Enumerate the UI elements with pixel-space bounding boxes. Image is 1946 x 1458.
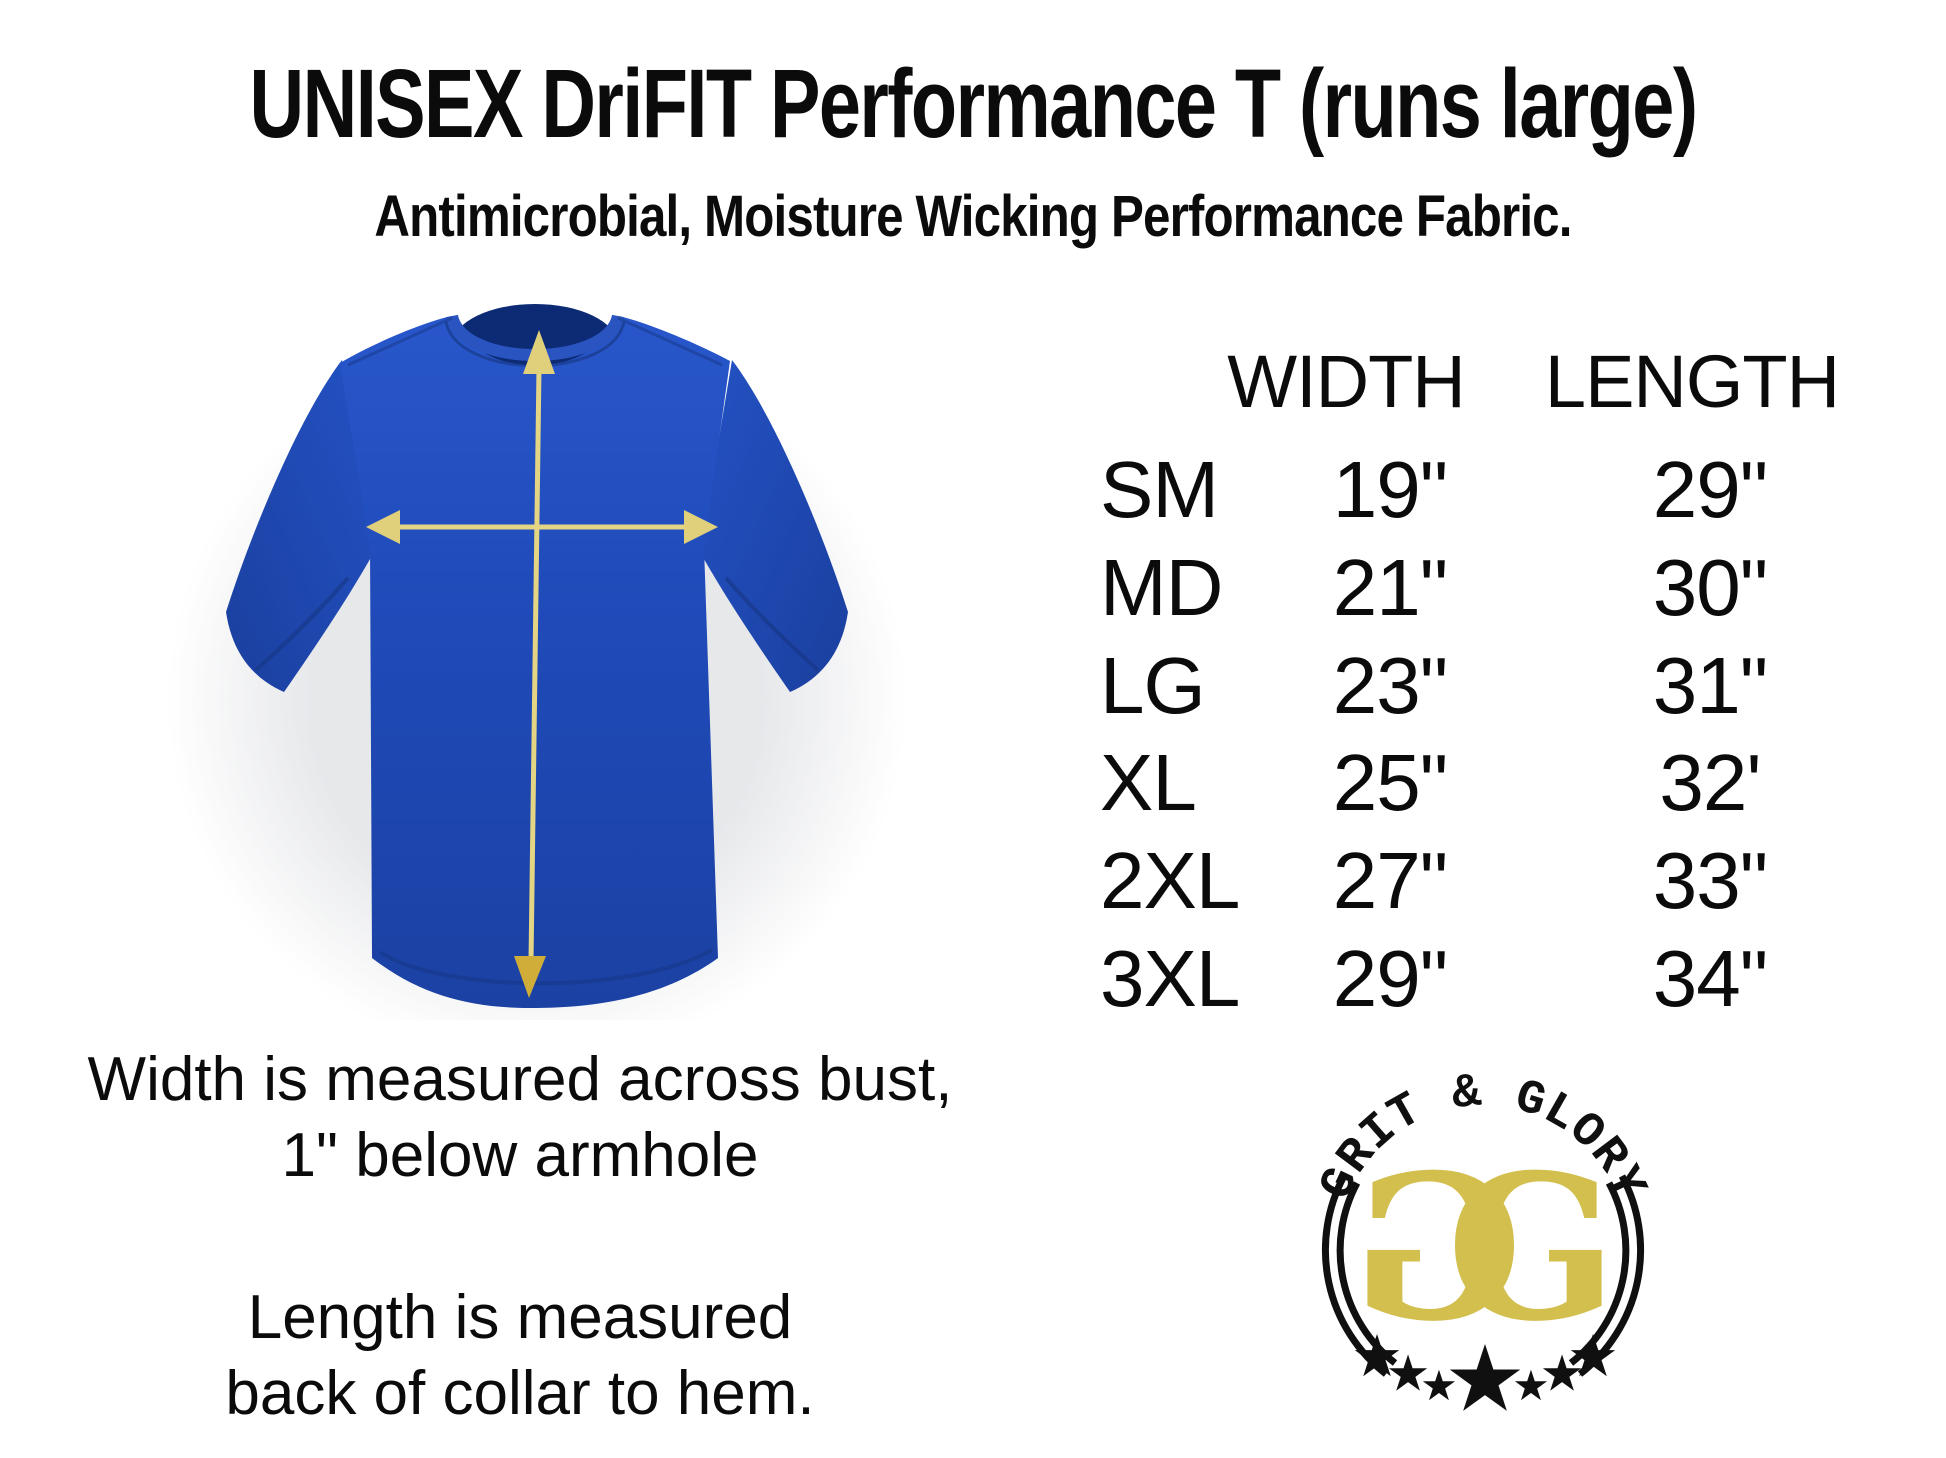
width-value: 29" <box>1332 933 1448 1023</box>
star-icon: ★ <box>1567 1322 1619 1390</box>
left-cuff-seam <box>254 576 350 672</box>
size-label: 2XL <box>1100 836 1240 926</box>
star-icon: ★ <box>1386 1345 1431 1403</box>
length-note: Length is measured back of collar to hem… <box>40 1280 1000 1432</box>
monogram-g-left: G <box>1352 1131 1523 1366</box>
column-header-width: WIDTH <box>1227 340 1466 423</box>
tshirt-right-sleeve <box>700 360 848 692</box>
width-value: 27" <box>1332 836 1448 926</box>
size-table-row: XL 25" 32' <box>1100 734 1880 832</box>
monogram-g-right: G <box>1447 1131 1618 1366</box>
size-table-row: SM 19" 29" <box>1100 441 1880 539</box>
size-table-rows: SM 19" 29" MD 21" 30" LG 23" 31" XL 25" … <box>1100 441 1880 1028</box>
width-value: 19" <box>1332 445 1448 534</box>
star-icon: ★ <box>1351 1322 1403 1390</box>
size-label: MD <box>1100 542 1223 632</box>
star-icon: ★ <box>1444 1325 1526 1432</box>
gg-monogram: G G <box>1352 1131 1618 1366</box>
width-value: 21" <box>1332 542 1448 632</box>
size-label: XL <box>1100 738 1197 828</box>
length-note-line1: Length is measured <box>247 1283 793 1352</box>
length-value: 34" <box>1652 933 1768 1023</box>
length-measurement-arrow <box>514 330 555 998</box>
page-subtitle: Antimicrobial, Moisture Wicking Performa… <box>374 184 1572 249</box>
width-measurement-arrow <box>366 510 718 544</box>
logo-stars: ★★★★★★★ <box>1351 1322 1619 1432</box>
width-note-line1: Width is measured across bust, <box>87 1045 953 1114</box>
size-table-row: 3XL 29" 34" <box>1100 930 1880 1028</box>
column-header-length: LENGTH <box>1544 340 1840 423</box>
size-table-row: LG 23" 31" <box>1100 637 1880 735</box>
length-value: 33" <box>1652 836 1768 926</box>
width-note: Width is measured across bust, 1" below … <box>40 1042 1000 1194</box>
arrow-up-head <box>523 330 555 374</box>
brand-logo: GRIT & GLORY G G ★★★★★★★ <box>1310 1065 1655 1432</box>
star-icon: ★ <box>1512 1361 1550 1410</box>
width-value: 23" <box>1332 640 1448 730</box>
length-value: 31" <box>1652 640 1768 730</box>
size-table-row: MD 21" 30" <box>1100 539 1880 637</box>
arrow-left-head <box>366 510 400 544</box>
size-label: LG <box>1100 640 1206 730</box>
length-value: 29" <box>1652 445 1768 534</box>
length-note-line2: back of collar to hem. <box>225 1359 815 1428</box>
right-cuff-seam <box>724 576 820 672</box>
page-title: UNISEX DriFIT Performance T (runs large) <box>249 49 1698 158</box>
tshirt-left-sleeve <box>226 360 374 692</box>
size-label: 3XL <box>1100 933 1240 1023</box>
length-value: 30" <box>1652 542 1768 632</box>
star-icon: ★ <box>1420 1361 1458 1410</box>
arrow-down-head <box>514 956 546 998</box>
size-table-row: 2XL 27" 33" <box>1100 832 1880 930</box>
width-note-line2: 1" below armhole <box>281 1121 759 1190</box>
logo-circle-arcs <box>1321 1174 1645 1377</box>
length-value: 32' <box>1659 738 1761 828</box>
tshirt-measurement-diagram <box>167 304 907 1020</box>
hem-stitch <box>378 948 713 986</box>
arrow-right-head <box>684 510 718 544</box>
shoulder-seams <box>347 316 723 367</box>
width-value: 25" <box>1332 738 1448 828</box>
size-label: SM <box>1100 445 1219 534</box>
star-icon: ★ <box>1540 1345 1585 1403</box>
